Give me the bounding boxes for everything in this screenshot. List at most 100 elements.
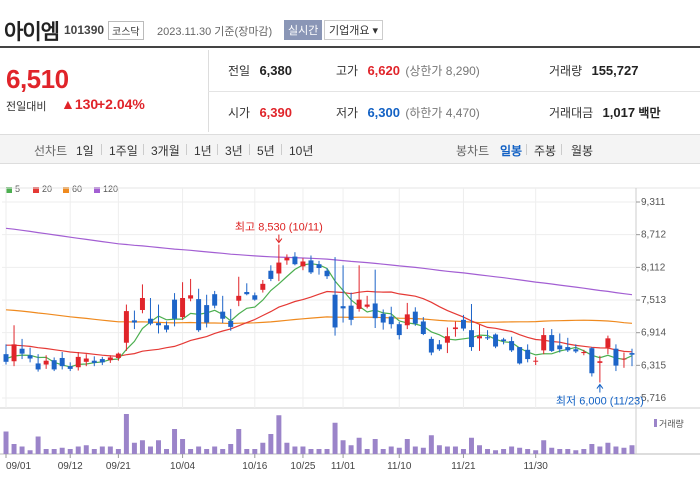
tab-daily[interactable]: 일봉: [500, 144, 523, 158]
volume-bar: [51, 449, 57, 454]
high-arrow-head: [275, 238, 283, 244]
volume-bar: [99, 446, 105, 454]
chart-axes: 9,311 8,712 8,112 7,513 6,914 6,315 5,716 09/01…: [5, 197, 684, 472]
candlestick-chart[interactable]: 9,311 8,712 8,112 7,513 6,914 6,315 5,716 09/01…: [0, 166, 700, 490]
tab-divider: [249, 144, 250, 155]
candle-body: [436, 344, 442, 350]
volume-bar: [188, 449, 194, 454]
candle-body: [228, 320, 234, 327]
candle-body: [204, 305, 210, 323]
tab-line-chart[interactable]: 선차트: [34, 144, 68, 158]
volume-bar: [468, 437, 474, 454]
candle-body: [164, 325, 170, 330]
chart-tabs: 선차트 1일 1주일 3개월 1년 3년 5년 10년 봉차트 일봉 주봉 월봉: [0, 134, 700, 164]
tab-1w[interactable]: 1주일: [109, 144, 138, 158]
tab-1d[interactable]: 1일: [76, 144, 94, 158]
candle-body: [308, 260, 314, 273]
tab-monthly[interactable]: 월봉: [571, 144, 594, 158]
candle-body: [597, 361, 603, 363]
volume-bar: [35, 436, 41, 454]
tab-divider: [186, 144, 187, 155]
price-summary: 6,510 전일대비 ▲130 +2.04% 전일 6,380 고가 6,620…: [0, 50, 700, 132]
stock-name: 아이엠: [4, 21, 60, 44]
y-tick-label: 5,716: [641, 393, 666, 404]
volume-bar: [236, 429, 242, 454]
tab-1y[interactable]: 1년: [194, 144, 212, 158]
candle-body: [452, 327, 458, 330]
tab-weekly[interactable]: 주봉: [534, 144, 557, 158]
candle-body: [196, 299, 202, 331]
low-annotation: 최저 6,000 (11/23): [556, 395, 644, 408]
candle-body: [468, 330, 474, 348]
legend-ma5: 5: [6, 184, 20, 194]
legend-swatch: [33, 186, 39, 193]
y-tick-label: 6,315: [641, 360, 666, 371]
candle-body: [67, 366, 73, 369]
volume-bar: [412, 446, 418, 454]
day-low: 저가 6,300 (하한가 4,470): [336, 104, 480, 121]
x-tick-label: 11/01: [331, 461, 356, 472]
volume-bar: [324, 449, 330, 454]
x-tick-label: 11/10: [387, 461, 412, 472]
tab-divider: [561, 144, 562, 155]
candle-body: [565, 347, 571, 351]
tab-divider: [526, 144, 527, 155]
volume-bar: [420, 447, 426, 454]
x-tick-label: 10/04: [170, 461, 195, 472]
x-tick-label: 09/12: [58, 461, 83, 472]
volume-bar: [348, 445, 354, 454]
volume-bar: [460, 449, 466, 454]
volume-bar: [115, 449, 121, 454]
tab-5y[interactable]: 5년: [257, 144, 275, 158]
candle-body: [11, 344, 17, 362]
candle-body: [324, 270, 330, 277]
realtime-button[interactable]: 실시간: [284, 20, 323, 40]
moving-average-ma120: [5, 227, 633, 296]
candle-body: [107, 357, 113, 361]
candle-body: [139, 298, 145, 311]
moving-average-ma60: [5, 309, 633, 325]
volume-bar: [3, 431, 9, 454]
candle-body: [75, 356, 81, 368]
candle-body: [340, 306, 346, 309]
company-profile-dropdown[interactable]: 기업개요 ▾: [324, 20, 384, 40]
volume-bar: [332, 422, 338, 454]
volume-bar: [340, 440, 346, 454]
candle-body: [557, 345, 563, 350]
legend-ma60: 60: [63, 184, 82, 194]
tab-3m[interactable]: 3개월: [151, 144, 180, 158]
candles: [3, 244, 635, 383]
candle-body: [212, 294, 218, 306]
legend-swatch: [94, 186, 100, 193]
volume-bar: [613, 446, 619, 454]
volume-bars: [3, 414, 635, 454]
volume-bar: [308, 449, 314, 454]
tab-10y[interactable]: 10년: [289, 144, 314, 158]
x-tick-label: 09/21: [106, 461, 131, 472]
volume-bar: [27, 450, 33, 454]
candle-body: [123, 311, 129, 343]
prev-close: 전일 6,380: [228, 62, 292, 79]
volume-bar: [493, 450, 499, 454]
volume-bar: [75, 446, 81, 454]
volume-bar: [356, 437, 362, 454]
volume-bar: [380, 449, 386, 454]
legend-swatch: [6, 186, 12, 193]
tab-candle-chart[interactable]: 봉차트: [456, 144, 490, 158]
volume-bar: [621, 447, 627, 454]
tab-3y[interactable]: 3년: [225, 144, 243, 158]
candle-body: [43, 360, 49, 365]
candle-body: [300, 261, 306, 267]
volume-bar: [372, 439, 378, 454]
volume-bar: [268, 434, 274, 454]
volume-bar: [428, 435, 434, 454]
volume-bar: [364, 449, 370, 454]
volume-bar: [605, 442, 611, 454]
candle-body: [83, 358, 89, 362]
volume-legend-label: 거래량: [659, 418, 684, 429]
candle-body: [19, 348, 25, 354]
trade-amount-label: 거래대금: [549, 106, 594, 120]
volume-bar: [388, 446, 394, 454]
candle-body: [485, 337, 491, 339]
volume-legend-swatch: [654, 419, 657, 427]
